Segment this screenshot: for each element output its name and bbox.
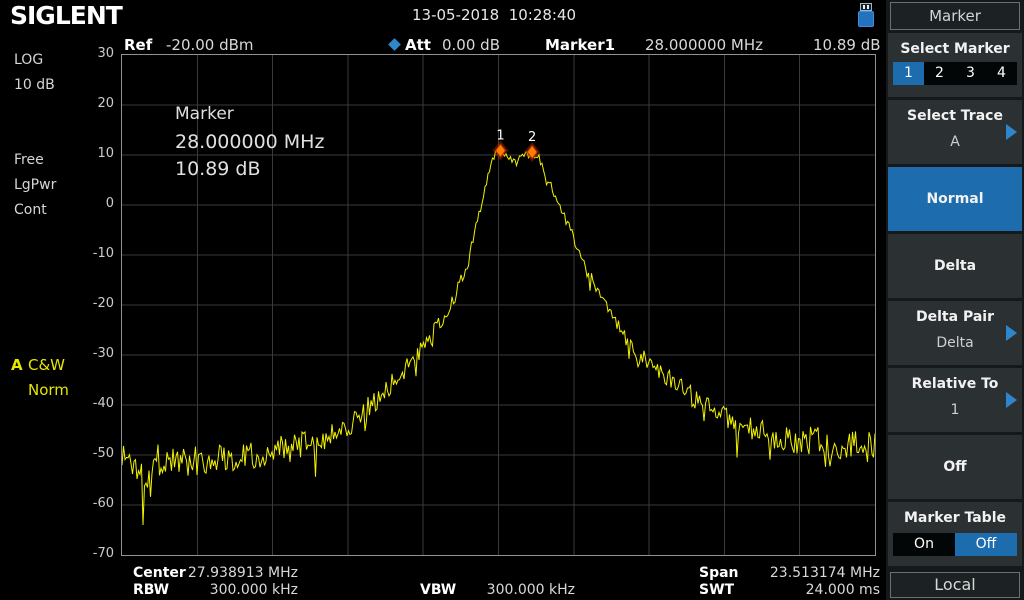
center-value: 27.938913 MHz bbox=[170, 565, 298, 581]
y-tick-label: 20 bbox=[58, 96, 114, 111]
scale-type-label: LOG bbox=[14, 52, 43, 68]
marker1-level: 10.89 dB bbox=[813, 36, 881, 54]
trace-letter: A bbox=[11, 356, 23, 374]
marker-option-4[interactable]: 4 bbox=[986, 62, 1017, 85]
att-label: Att bbox=[405, 36, 431, 54]
off-label: Off bbox=[888, 459, 1022, 475]
select-trace-value: A bbox=[888, 134, 1022, 150]
softkey-relative-to[interactable]: Relative To 1 bbox=[888, 368, 1022, 432]
spectrum-analyzer-screen: SIGLENT 13-05-2018 10:28:40 Ref -20.00 d… bbox=[0, 0, 1024, 600]
marker-table-off[interactable]: Off bbox=[955, 533, 1017, 556]
usb-drive-icon bbox=[857, 3, 875, 27]
trigger-label: Free bbox=[14, 152, 44, 168]
softkey-marker-table[interactable]: Marker Table On Off bbox=[888, 502, 1022, 566]
y-tick-label: -40 bbox=[58, 396, 114, 411]
y-tick-label: 10 bbox=[58, 146, 114, 161]
marker-option-1[interactable]: 1 bbox=[893, 62, 924, 85]
softkey-select-trace[interactable]: Select Trace A bbox=[888, 100, 1022, 164]
local-button[interactable]: Local bbox=[890, 572, 1020, 598]
softkey-delta-pair[interactable]: Delta Pair Delta bbox=[888, 301, 1022, 365]
select-marker-options: 1 2 3 4 bbox=[893, 62, 1017, 85]
swt-value: 24.000 ms bbox=[750, 582, 880, 598]
softkey-normal[interactable]: Normal bbox=[888, 167, 1022, 231]
submenu-arrow-icon bbox=[1006, 392, 1017, 408]
y-tick-label: -60 bbox=[58, 496, 114, 511]
att-value: 0.00 dB bbox=[442, 36, 500, 54]
ref-value: -20.00 dBm bbox=[166, 36, 254, 54]
sweep-mode-label: Cont bbox=[14, 202, 47, 218]
rbw-label: RBW bbox=[133, 582, 169, 598]
detector-label: LgPwr bbox=[14, 177, 56, 193]
datetime: 13-05-2018 10:28:40 bbox=[412, 6, 576, 24]
menu-title: Marker bbox=[890, 2, 1020, 30]
span-label: Span bbox=[699, 565, 739, 581]
span-value: 23.513174 MHz bbox=[750, 565, 880, 581]
marker-option-3[interactable]: 3 bbox=[955, 62, 986, 85]
rbw-value: 300.000 kHz bbox=[170, 582, 298, 598]
relative-to-label: Relative To bbox=[888, 376, 1022, 392]
y-tick-label: -20 bbox=[58, 296, 114, 311]
vbw-label: VBW bbox=[420, 582, 456, 598]
delta-label: Delta bbox=[888, 258, 1022, 274]
ref-label: Ref bbox=[124, 36, 152, 54]
marker-table-on[interactable]: On bbox=[893, 533, 955, 556]
softkey-off[interactable]: Off bbox=[888, 435, 1022, 499]
usb-body bbox=[858, 11, 874, 27]
att-coupled-diamond-icon bbox=[388, 38, 401, 51]
swt-label: SWT bbox=[699, 582, 734, 598]
marker1-frequency: 28.000000 MHz bbox=[645, 36, 763, 54]
select-trace-label: Select Trace bbox=[888, 108, 1022, 124]
y-tick-label: 30 bbox=[58, 46, 114, 61]
scale-per-div-label: 10 dB bbox=[14, 77, 55, 93]
y-tick-label: -50 bbox=[58, 446, 114, 461]
submenu-arrow-icon bbox=[1006, 325, 1017, 341]
brand-logo: SIGLENT bbox=[10, 1, 122, 30]
trace-canvas: 12 bbox=[122, 55, 875, 555]
delta-pair-value: Delta bbox=[888, 335, 1022, 351]
marker-option-2[interactable]: 2 bbox=[924, 62, 955, 85]
svg-text:1: 1 bbox=[496, 129, 504, 144]
spectrum-plot: 12 bbox=[121, 54, 876, 556]
marker-readout-frequency: 28.000000 MHz bbox=[175, 131, 324, 153]
y-tick-label: 0 bbox=[58, 196, 114, 211]
vbw-value: 300.000 kHz bbox=[455, 582, 575, 598]
marker-table-toggle: On Off bbox=[893, 533, 1017, 556]
marker-table-label: Marker Table bbox=[888, 510, 1022, 526]
y-tick-label: -10 bbox=[58, 246, 114, 261]
softkey-select-marker[interactable]: Select Marker 1 2 3 4 bbox=[888, 33, 1022, 97]
softkey-menu: Marker Select Marker 1 2 3 4 Select Trac… bbox=[886, 0, 1024, 600]
svg-text:2: 2 bbox=[528, 130, 536, 145]
usb-cap bbox=[860, 3, 872, 11]
softkey-delta[interactable]: Delta bbox=[888, 234, 1022, 298]
marker-readout-level: 10.89 dB bbox=[175, 158, 261, 180]
normal-label: Normal bbox=[888, 191, 1022, 207]
select-marker-label: Select Marker bbox=[888, 41, 1022, 57]
marker1-label: Marker1 bbox=[545, 36, 615, 54]
marker-readout-title: Marker bbox=[175, 104, 234, 124]
delta-pair-label: Delta Pair bbox=[888, 309, 1022, 325]
submenu-arrow-icon bbox=[1006, 124, 1017, 140]
relative-to-value: 1 bbox=[888, 402, 1022, 418]
y-tick-label: -70 bbox=[58, 546, 114, 561]
y-tick-label: -30 bbox=[58, 346, 114, 361]
